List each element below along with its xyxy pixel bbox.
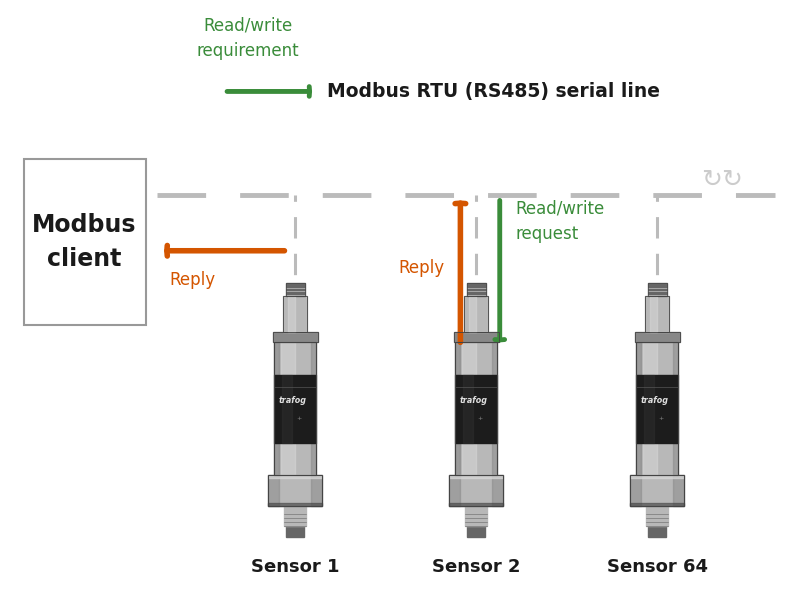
- Bar: [492, 475, 503, 506]
- Bar: [286, 283, 305, 296]
- Bar: [673, 475, 684, 506]
- Bar: [272, 332, 318, 342]
- Text: Read/write
requirement: Read/write requirement: [197, 17, 299, 60]
- Bar: [275, 342, 316, 375]
- Bar: [284, 506, 306, 526]
- Bar: [282, 375, 292, 442]
- Bar: [275, 442, 279, 475]
- Bar: [630, 475, 684, 478]
- Bar: [464, 296, 488, 332]
- Bar: [634, 332, 680, 342]
- Bar: [492, 442, 497, 475]
- Bar: [272, 332, 318, 342]
- Bar: [642, 442, 657, 475]
- Bar: [636, 342, 678, 475]
- Bar: [280, 442, 295, 475]
- Text: Sensor 1: Sensor 1: [251, 558, 339, 576]
- Bar: [311, 475, 322, 506]
- Text: trafog: trafog: [279, 396, 307, 405]
- Bar: [634, 332, 680, 342]
- Bar: [646, 506, 668, 526]
- Text: Sensor 64: Sensor 64: [607, 558, 708, 576]
- Bar: [644, 375, 654, 442]
- Bar: [636, 442, 641, 475]
- Bar: [268, 475, 322, 478]
- Bar: [645, 296, 669, 332]
- Bar: [465, 506, 487, 526]
- Bar: [449, 503, 503, 506]
- Bar: [449, 475, 460, 506]
- Bar: [630, 503, 684, 506]
- Bar: [449, 475, 503, 506]
- Bar: [642, 342, 657, 375]
- Bar: [286, 283, 305, 296]
- Bar: [283, 296, 307, 332]
- Bar: [645, 296, 669, 332]
- Bar: [673, 342, 678, 375]
- Bar: [461, 342, 476, 375]
- Bar: [280, 342, 295, 375]
- Bar: [455, 375, 497, 442]
- Bar: [453, 332, 499, 342]
- Bar: [455, 442, 460, 475]
- Bar: [650, 296, 657, 332]
- Bar: [275, 342, 316, 475]
- Text: Modbus RTU (RS485) serial line: Modbus RTU (RS485) serial line: [327, 82, 660, 101]
- Bar: [630, 475, 684, 506]
- Bar: [449, 475, 503, 478]
- Bar: [275, 342, 279, 375]
- Text: Reply: Reply: [398, 260, 445, 277]
- Bar: [673, 442, 678, 475]
- Bar: [648, 283, 667, 296]
- Bar: [453, 332, 499, 342]
- Bar: [449, 475, 503, 506]
- Text: ↻↻: ↻↻: [701, 168, 744, 192]
- Bar: [268, 475, 279, 506]
- Bar: [455, 342, 497, 475]
- Bar: [311, 442, 316, 475]
- Bar: [636, 375, 678, 442]
- Text: Sensor 2: Sensor 2: [432, 558, 520, 576]
- Text: Read/write
request: Read/write request: [515, 200, 604, 242]
- Bar: [648, 526, 666, 537]
- Bar: [461, 442, 476, 475]
- Bar: [275, 375, 316, 442]
- Bar: [467, 283, 486, 296]
- Bar: [24, 159, 146, 324]
- Bar: [286, 526, 304, 537]
- Bar: [636, 442, 678, 475]
- Bar: [455, 342, 497, 375]
- Text: Reply: Reply: [170, 271, 216, 289]
- Bar: [492, 342, 497, 375]
- Bar: [467, 283, 486, 296]
- Text: +: +: [478, 417, 483, 421]
- Bar: [268, 475, 322, 506]
- Bar: [268, 503, 322, 506]
- Text: +: +: [297, 417, 302, 421]
- Bar: [636, 342, 641, 375]
- Bar: [630, 475, 641, 506]
- Bar: [464, 296, 488, 332]
- Bar: [268, 475, 322, 506]
- Bar: [288, 296, 295, 332]
- Bar: [455, 442, 497, 475]
- Bar: [648, 283, 667, 296]
- Bar: [467, 526, 485, 537]
- Text: trafog: trafog: [641, 396, 669, 405]
- Bar: [469, 296, 476, 332]
- Text: +: +: [659, 417, 664, 421]
- Text: Modbus
client: Modbus client: [32, 213, 137, 271]
- Bar: [463, 375, 473, 442]
- Bar: [311, 342, 316, 375]
- Bar: [275, 442, 316, 475]
- Bar: [636, 342, 678, 375]
- Bar: [455, 342, 460, 375]
- Bar: [283, 296, 307, 332]
- Bar: [630, 475, 684, 506]
- Text: trafog: trafog: [460, 396, 488, 405]
